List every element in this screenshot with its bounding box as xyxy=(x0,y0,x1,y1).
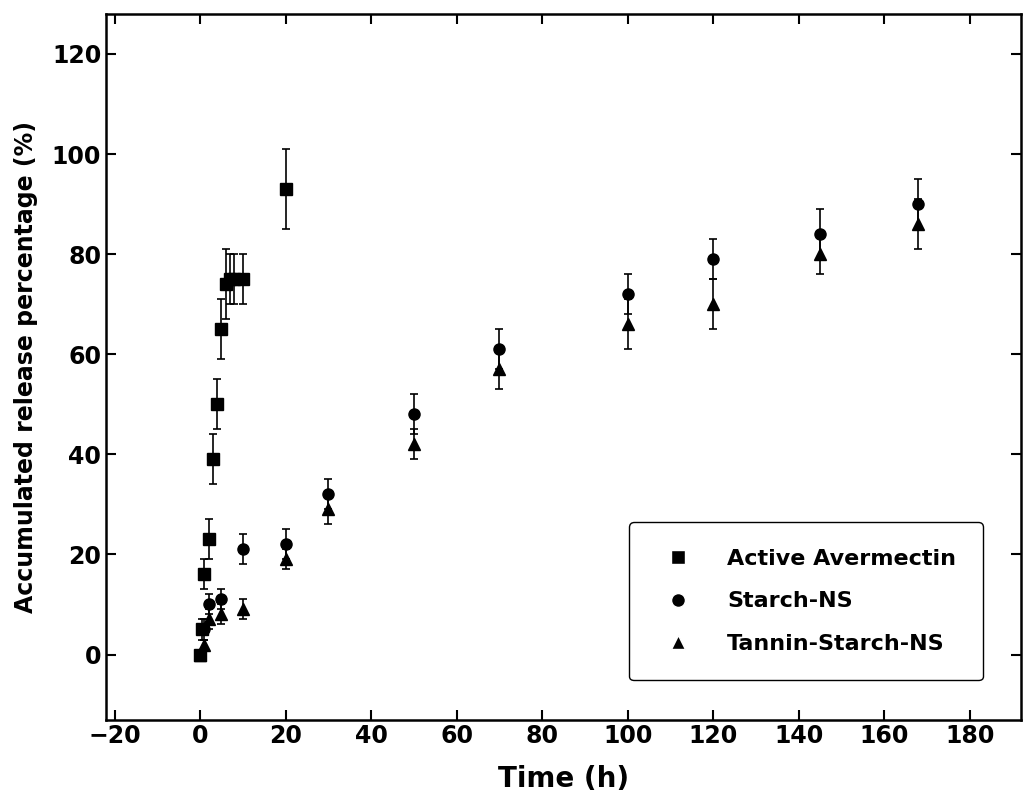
Y-axis label: Accumulated release percentage (%): Accumulated release percentage (%) xyxy=(13,121,38,613)
X-axis label: Time (h): Time (h) xyxy=(498,765,629,793)
Legend: Active Avermectin, Starch-NS, Tannin-Starch-NS: Active Avermectin, Starch-NS, Tannin-Sta… xyxy=(629,522,982,680)
